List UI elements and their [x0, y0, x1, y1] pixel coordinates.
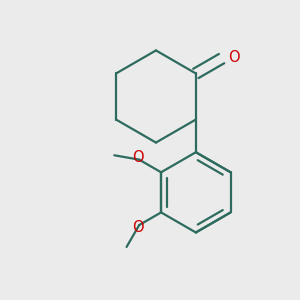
Text: O: O	[132, 220, 143, 235]
Text: O: O	[132, 150, 143, 165]
Text: O: O	[228, 50, 240, 65]
